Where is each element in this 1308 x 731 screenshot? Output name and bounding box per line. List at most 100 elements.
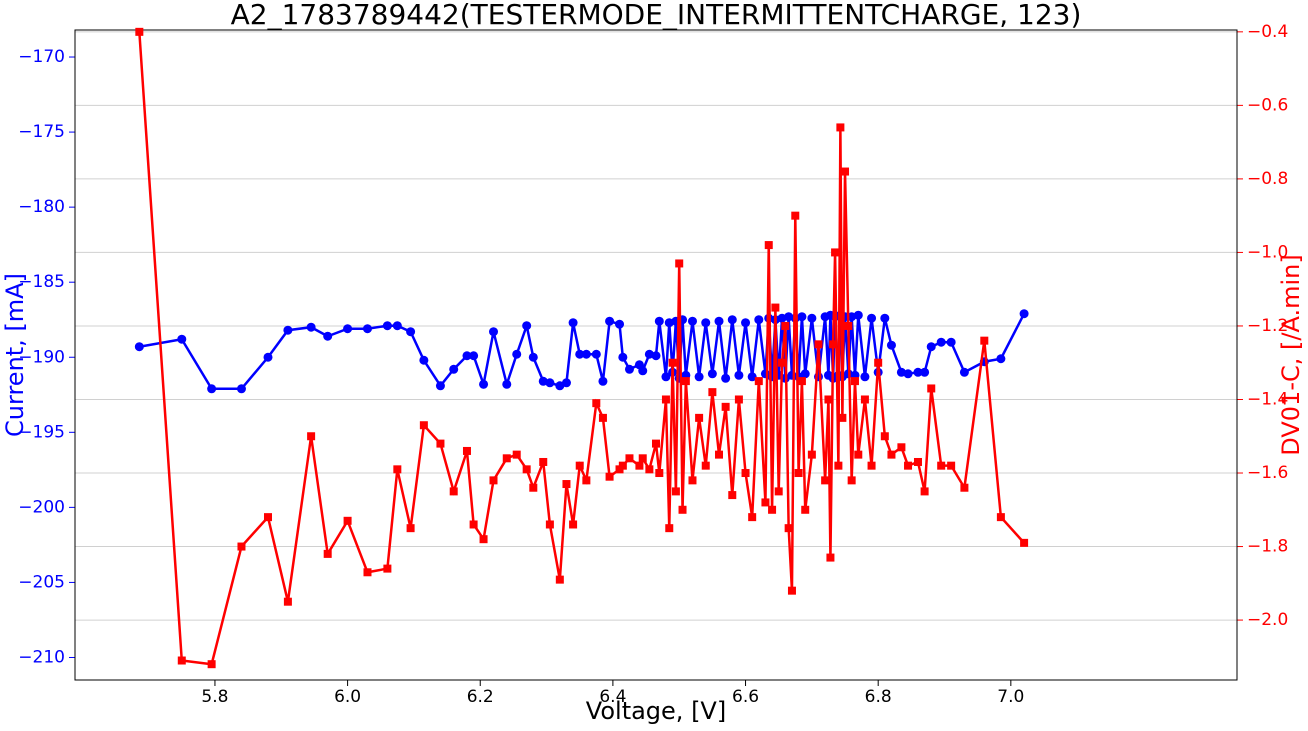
- point: [1020, 538, 1029, 547]
- point: [638, 366, 648, 376]
- point: [801, 505, 810, 514]
- point: [469, 351, 479, 361]
- point: [897, 443, 906, 452]
- point: [306, 322, 316, 332]
- point: [661, 395, 670, 404]
- point: [678, 505, 687, 514]
- point: [591, 349, 601, 359]
- point: [764, 241, 773, 250]
- point: [522, 321, 532, 331]
- point: [853, 310, 863, 320]
- point: [728, 491, 737, 500]
- point: [406, 327, 416, 337]
- point: [867, 461, 876, 470]
- point: [489, 327, 499, 337]
- point: [980, 336, 989, 345]
- point: [528, 352, 538, 362]
- y-tick-label: −175: [18, 122, 65, 142]
- point: [797, 312, 807, 322]
- point: [886, 340, 896, 350]
- point: [781, 321, 790, 330]
- point: [715, 450, 724, 459]
- y-tick-label: −205: [18, 572, 65, 592]
- x-axis-label: Voltage, [V]: [586, 697, 726, 725]
- y-tick-label: −190: [18, 347, 65, 367]
- point: [794, 469, 803, 478]
- point: [651, 351, 661, 361]
- point: [844, 321, 853, 330]
- point: [529, 483, 538, 492]
- point: [695, 413, 704, 422]
- point: [741, 469, 750, 478]
- point: [575, 349, 585, 359]
- point: [555, 575, 564, 584]
- point: [581, 349, 591, 359]
- point: [449, 364, 459, 374]
- point: [618, 461, 627, 470]
- point: [323, 331, 333, 341]
- point: [283, 597, 292, 606]
- point: [937, 461, 946, 470]
- point: [502, 454, 511, 463]
- point: [821, 476, 830, 485]
- point: [850, 377, 859, 386]
- point: [561, 378, 571, 388]
- point: [605, 472, 614, 481]
- point: [913, 457, 922, 466]
- x-tick-label: 6.2: [467, 687, 494, 707]
- point: [598, 376, 608, 386]
- point: [747, 372, 757, 382]
- point: [831, 248, 840, 257]
- x-tick-label: 6.0: [334, 687, 361, 707]
- point: [847, 476, 856, 485]
- point: [913, 367, 923, 377]
- point: [392, 321, 402, 331]
- point: [771, 303, 780, 312]
- point: [323, 549, 332, 558]
- point: [382, 321, 392, 331]
- point: [926, 342, 936, 352]
- point: [502, 379, 512, 389]
- point: [791, 211, 800, 220]
- point: [539, 457, 548, 466]
- chart-title: A2_1783789442(TESTERMODE_INTERMITTENTCHA…: [231, 0, 1082, 31]
- point: [754, 315, 764, 325]
- point: [826, 553, 835, 562]
- point: [419, 421, 428, 430]
- point: [688, 476, 697, 485]
- y2-tick-label: −2.0: [1247, 610, 1288, 630]
- point: [707, 369, 717, 379]
- point: [807, 450, 816, 459]
- y2-tick-label: −1.6: [1247, 463, 1288, 483]
- point: [841, 167, 850, 176]
- y-axis-label: Current, [mA]: [1, 273, 29, 437]
- point: [741, 318, 751, 328]
- point: [784, 524, 793, 533]
- point: [867, 313, 877, 323]
- point: [469, 520, 478, 529]
- point: [592, 399, 601, 408]
- point: [177, 656, 186, 665]
- point: [927, 384, 936, 393]
- x-tick-label: 6.4: [599, 687, 626, 707]
- y2-tick-label: −1.4: [1247, 389, 1288, 409]
- point: [575, 461, 584, 470]
- point: [920, 487, 929, 496]
- point: [177, 334, 187, 344]
- y2-tick-label: −0.8: [1247, 169, 1288, 189]
- point: [393, 465, 402, 474]
- point: [829, 340, 838, 349]
- point: [489, 476, 498, 485]
- y2-tick-label: −0.4: [1247, 22, 1288, 42]
- point: [797, 377, 806, 386]
- y2-tick-label: −1.0: [1247, 242, 1288, 262]
- point: [654, 316, 664, 326]
- point: [655, 469, 664, 478]
- point: [800, 369, 810, 379]
- point: [727, 315, 737, 325]
- point: [264, 513, 273, 522]
- point: [635, 461, 644, 470]
- point: [668, 358, 677, 367]
- point: [768, 505, 777, 514]
- point: [545, 378, 555, 388]
